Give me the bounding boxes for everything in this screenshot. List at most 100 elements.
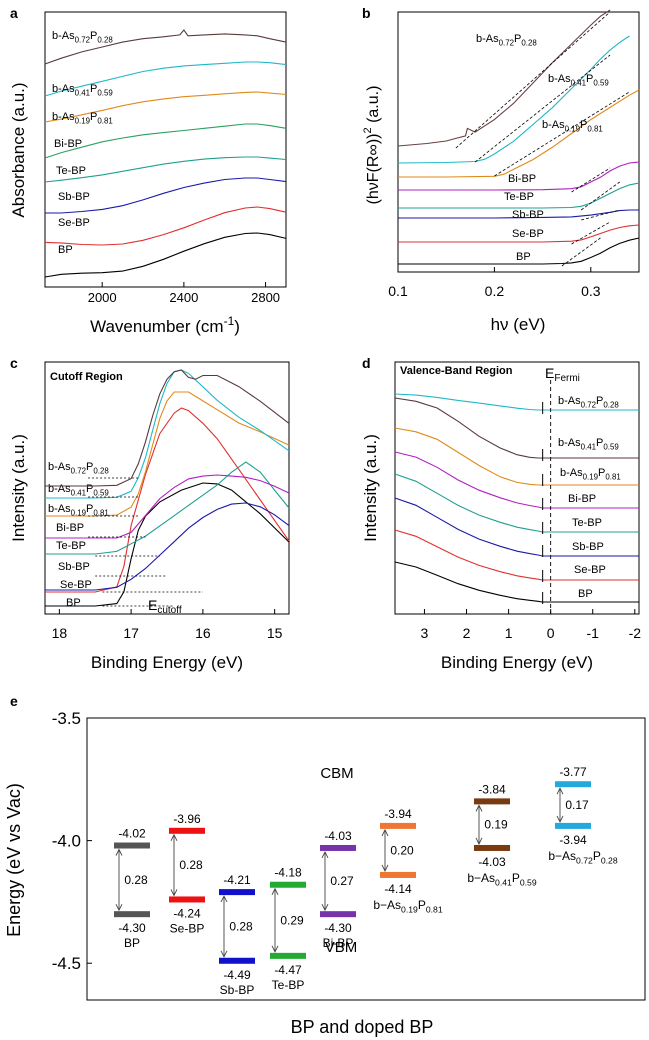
panel-e-vbm-bar bbox=[219, 957, 255, 964]
panel-a-series-line bbox=[45, 177, 287, 214]
panel-b-fit-line bbox=[494, 91, 630, 177]
panel-c-series-label: BP bbox=[66, 597, 81, 609]
panel-d-y-label: Intensity (a.u.) bbox=[361, 434, 380, 542]
panel-b-x-tick-label: 0.1 bbox=[388, 283, 408, 299]
panel-a-series-label: Te-BP bbox=[56, 165, 86, 177]
panel-c-series-line bbox=[45, 502, 290, 591]
panel-b-series-label: BP bbox=[516, 251, 531, 263]
panel-c-plot-area bbox=[44, 361, 290, 615]
panel-e-arrow-head bbox=[475, 837, 483, 845]
panel-e-gap-value: 0.19 bbox=[484, 818, 508, 832]
panel-e-vbm-value: -4.47 bbox=[274, 963, 302, 977]
panel-e-material-label: BP bbox=[124, 936, 140, 950]
panel-d-series-label: b-As0.72P0.28 bbox=[558, 395, 619, 409]
panel-a-series-line bbox=[44, 123, 287, 159]
panel-e-vbm-bar bbox=[169, 896, 205, 903]
panel-a-x-tick-label: 2800 bbox=[251, 290, 280, 305]
panel-c-series-line bbox=[45, 391, 290, 517]
panel-a-x-tick-label: 2000 bbox=[88, 290, 117, 305]
panel-c-series-line bbox=[45, 369, 290, 487]
panel-a-x-label: Wavenumber (cm-1) bbox=[90, 314, 240, 336]
panel-e-x-label: BP and doped BP bbox=[291, 1017, 434, 1037]
panel-e-vbm-label: VBM bbox=[325, 939, 358, 956]
panel-e-arrow-head bbox=[556, 787, 564, 795]
panel-b-fit-line bbox=[474, 54, 611, 163]
panel-a-series-label: b-As0.72P0.28 bbox=[52, 30, 113, 44]
panel-e-vbm-value: -4.49 bbox=[223, 968, 251, 982]
panel-a-series-label: BP bbox=[58, 244, 73, 256]
panel-e-cbm-bar bbox=[114, 842, 150, 849]
panel-e-vbm-bar bbox=[474, 844, 510, 851]
panel-e-arrow-head bbox=[321, 850, 329, 859]
panel-c-ecutoff-label: Ecutoff bbox=[148, 597, 182, 616]
panel-e-vbm-bar bbox=[320, 911, 356, 918]
panel-d-series-line bbox=[394, 473, 639, 533]
panel-e-material-label: Se-BP bbox=[170, 921, 205, 935]
panel-e-vbm-bar bbox=[380, 871, 416, 878]
panel-b-fit-line bbox=[580, 181, 620, 211]
panel-e-arrow-head bbox=[556, 815, 564, 823]
panel-c-series-label: b-As0.19P0.81 bbox=[48, 503, 109, 517]
panel-c-series-label: Sb-BP bbox=[58, 561, 90, 573]
panel-e-material-label: b−As0.19P0.81 bbox=[373, 898, 442, 915]
panel-b-series-line bbox=[398, 209, 639, 219]
panel-e-y-tick-label: -4.0 bbox=[52, 832, 81, 851]
panel-a-series-line bbox=[44, 91, 287, 123]
panel-d-letter: d bbox=[362, 355, 371, 371]
panel-e-gap-value: 0.20 bbox=[390, 843, 414, 857]
panel-b-fit-line bbox=[561, 237, 601, 267]
panel-e-y-tick-label: -4.5 bbox=[52, 954, 81, 973]
panel-e-gap-value: 0.27 bbox=[330, 874, 354, 888]
panel-a-y-label: Absorbance (a.u.) bbox=[9, 82, 28, 217]
panel-d-x-tick-label: -1 bbox=[586, 625, 599, 641]
panel-a-series-line bbox=[44, 156, 287, 183]
panel-e-material-label: b−As0.72P0.28 bbox=[548, 849, 617, 866]
panel-b-series-line bbox=[398, 89, 640, 178]
panel-e-arrow-head bbox=[170, 889, 178, 897]
panel-e-vbm-value: -3.94 bbox=[559, 833, 587, 847]
panel-e-arrow-head bbox=[115, 848, 123, 856]
panel-e-y-tick-label: -3.5 bbox=[52, 709, 81, 728]
panel-e-vbm-bar bbox=[114, 911, 150, 918]
panel-e-vbm-value: -4.30 bbox=[324, 921, 352, 935]
panel-b-series-line bbox=[397, 35, 630, 164]
panel-b-x-label: hν (eV) bbox=[491, 315, 546, 334]
panel-e-arrow-head bbox=[271, 945, 279, 953]
panel-b-y-label: (hνF(R∞))2 (a.u.) bbox=[362, 86, 382, 205]
panel-e-vbm-value: -4.24 bbox=[173, 906, 201, 920]
panel-a-series-line bbox=[44, 61, 287, 97]
panel-d-plot-area bbox=[394, 361, 640, 615]
panel-a-series-label: Se-BP bbox=[58, 217, 90, 229]
panel-c-series-line bbox=[45, 474, 290, 539]
panel-b-series-label: b-As0.19P0.81 bbox=[542, 119, 603, 133]
panel-e-y-label: Energy (eV vs Vac) bbox=[4, 783, 24, 937]
panel-c-x-tick-label: 15 bbox=[267, 625, 283, 641]
panel-c-series-label: Te-BP bbox=[56, 540, 86, 552]
panel-d-x-tick-label: 2 bbox=[463, 625, 471, 641]
panel-c-series-line bbox=[45, 369, 290, 499]
panel-e-material-label: b−As0.41P0.59 bbox=[467, 871, 536, 888]
panel-b-fit-line bbox=[455, 11, 611, 149]
panel-e-gap-value: 0.29 bbox=[280, 913, 304, 927]
panel-e-arrow-head bbox=[220, 950, 228, 958]
panel-d-series-label: Sb-BP bbox=[572, 541, 604, 553]
panel-a-series-label: Sb-BP bbox=[58, 191, 90, 203]
panel-e-arrow-head bbox=[170, 833, 178, 842]
panel-e-cbm-bar bbox=[320, 844, 356, 851]
panel-d-x-tick-label: 3 bbox=[421, 625, 429, 641]
panel-c-series-label: Bi-BP bbox=[56, 522, 84, 534]
panel-c-series-label: b-As0.41P0.59 bbox=[48, 483, 109, 497]
panel-e-cbm-bar bbox=[474, 798, 510, 805]
panel-b-series-line bbox=[398, 237, 640, 265]
panel-c-series-label: Se-BP bbox=[60, 579, 92, 591]
panel-e-gap-value: 0.28 bbox=[179, 858, 203, 872]
panel-e-letter: e bbox=[10, 693, 18, 709]
panel-d-series-label: BP bbox=[578, 588, 593, 600]
panel-e-cbm-bar bbox=[270, 881, 306, 888]
panel-e-cbm-value: -3.96 bbox=[173, 812, 201, 826]
panel-d-series-label: b-As0.41P0.59 bbox=[558, 437, 619, 451]
panel-a-x-tick-label: 2400 bbox=[169, 290, 198, 305]
panel-c-title: Cutoff Region bbox=[50, 371, 123, 383]
panel-e-material-label: Sb-BP bbox=[220, 983, 255, 997]
